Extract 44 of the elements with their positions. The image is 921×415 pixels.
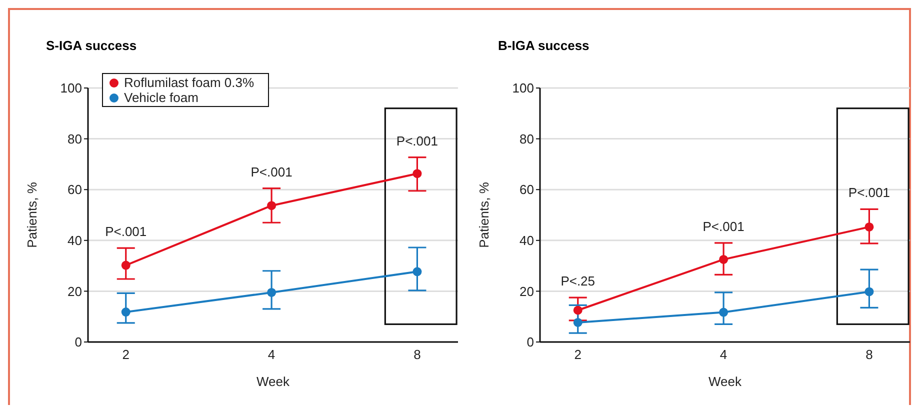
- x-tick-label: 8: [866, 347, 873, 362]
- annotation: P<.001: [702, 218, 744, 234]
- chart-title: B-IGA success: [497, 37, 590, 55]
- x-tick-label: 2: [574, 347, 582, 362]
- x-tick-label: 4: [720, 347, 728, 362]
- y-tick-label: 0: [74, 334, 82, 350]
- point: [573, 318, 582, 327]
- point: [121, 308, 130, 317]
- y-tick-label: 40: [520, 233, 534, 248]
- annotation: P<.001: [848, 185, 890, 200]
- x-tick-label: 4: [268, 347, 276, 362]
- y-axis-title: Patients, %: [476, 182, 492, 248]
- y-tick-label: 100: [512, 80, 534, 96]
- chart-title: S-IGA success: [46, 38, 137, 53]
- y-tick-label: 20: [520, 284, 534, 299]
- y-tick-label: 0: [526, 334, 534, 350]
- point: [864, 287, 874, 296]
- annotation: P<.001: [396, 133, 438, 148]
- x-axis-title: Week: [708, 374, 742, 389]
- point: [719, 308, 728, 317]
- point: [719, 254, 728, 264]
- annotation: P<.001: [250, 164, 292, 180]
- annotation: P<.25: [560, 274, 596, 289]
- point: [267, 201, 276, 210]
- point: [121, 260, 130, 270]
- point: [267, 288, 276, 297]
- y-tick-label: 40: [68, 233, 82, 248]
- y-tick-label: 60: [68, 182, 82, 198]
- annotation: P<.001: [105, 224, 147, 240]
- x-tick-label: 8: [414, 347, 421, 362]
- y-tick-label: 100: [60, 80, 82, 96]
- point: [864, 222, 874, 232]
- y-axis-title: Patients, %: [24, 182, 40, 248]
- legend-label: Vehicle foam: [124, 90, 198, 105]
- x-tick-label: 2: [122, 347, 130, 362]
- x-axis-title: Week: [256, 374, 290, 389]
- point: [412, 267, 422, 276]
- y-tick-label: 80: [520, 131, 534, 146]
- legend-label: Roflumilast foam 0.3%: [124, 75, 254, 90]
- point: [573, 306, 582, 315]
- y-tick-label: 20: [68, 284, 82, 299]
- point: [412, 169, 422, 178]
- y-tick-label: 80: [68, 131, 82, 146]
- y-tick-label: 60: [520, 182, 534, 198]
